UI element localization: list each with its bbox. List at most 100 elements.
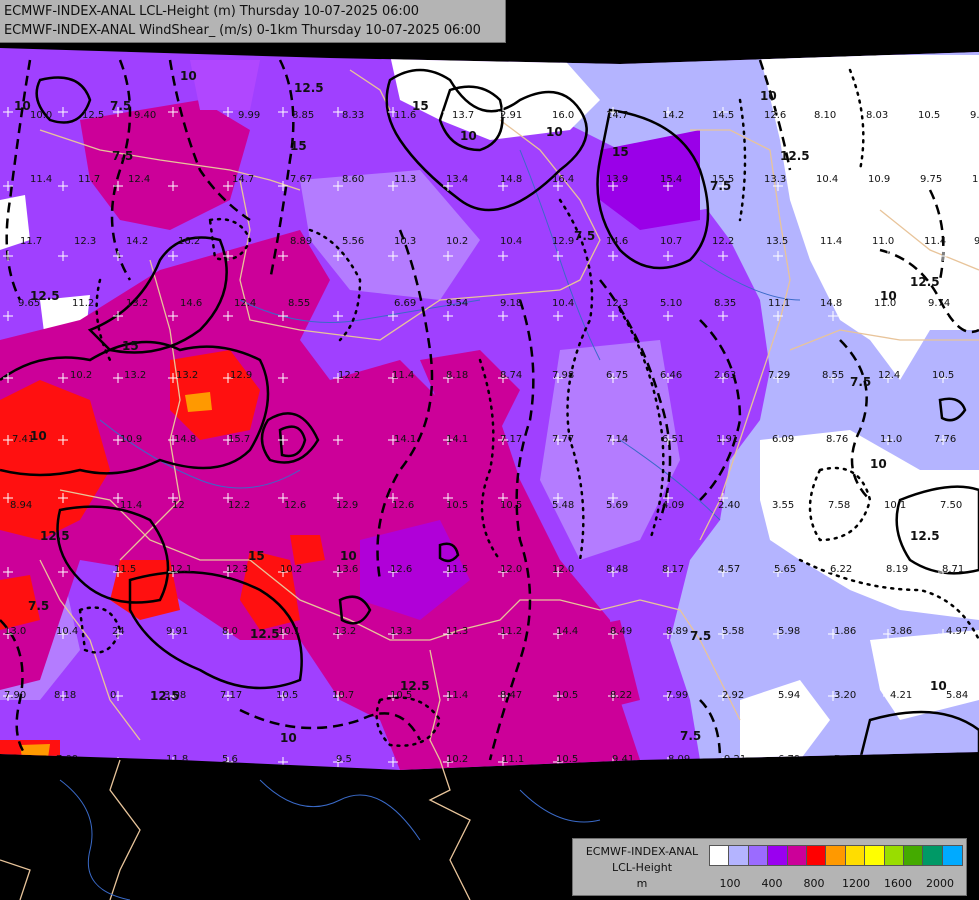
wind-shear-value: 11.3 [446, 626, 468, 637]
wind-shear-value: 14.8 [500, 174, 522, 185]
grid-cross [113, 493, 123, 503]
grid-cross [938, 567, 948, 577]
grid-cross [333, 311, 343, 321]
grid-cross [58, 435, 68, 445]
grid-cross [278, 373, 288, 383]
wind-shear-value: 16.0 [552, 110, 574, 121]
grid-cross [113, 181, 123, 191]
wind-shear-value: 9.99 [238, 110, 260, 121]
wind-shear-value: 12.3 [606, 298, 628, 309]
wind-shear-value: 13.2 [334, 626, 356, 637]
grid-cross [883, 181, 893, 191]
grid-cross [223, 493, 233, 503]
grid-cross [608, 691, 618, 701]
grid-cross [168, 435, 178, 445]
wind-shear-value: 8.03 [866, 110, 888, 121]
wind-shear-value: 14.8 [820, 298, 842, 309]
lcl-height-field: 10.0 12.5 9.40 9.99 8.85 8.33 11.6 13.7 2.91 16.0… [0, 48, 979, 770]
wind-shear-value: 13.3 [764, 174, 786, 185]
contour-label: 10 [870, 457, 887, 471]
grid-cross [608, 435, 618, 445]
wind-shear-value: 12.6 [284, 500, 306, 511]
wind-shear-value: 11.0 [874, 298, 896, 309]
wind-shear-value: 14.7 [606, 110, 628, 121]
grid-cross [773, 629, 783, 639]
wind-shear-value: 12.6 [392, 500, 414, 511]
wind-shear-value: 7.99 [666, 690, 688, 701]
grid-cross [278, 181, 288, 191]
grid-cross [168, 107, 178, 117]
grid-cross [938, 629, 948, 639]
wind-shear-value: 8.19 [886, 564, 908, 575]
wind-shear-value: 8.35 [714, 298, 736, 309]
grid-cross [608, 493, 618, 503]
grid-cross [3, 181, 13, 191]
wind-shear-value: 14.6 [180, 298, 202, 309]
grid-cross [333, 567, 343, 577]
wind-shear-value: 12.9 [336, 500, 358, 511]
grid-cross [938, 311, 948, 321]
wind-shear-value: 7.76 [934, 434, 956, 445]
wind-shear-value: 8.76 [826, 434, 848, 445]
wind-shear-value: 6.51 [662, 434, 684, 445]
contour-label: 7.5 [710, 179, 731, 193]
contour-label: 12.5 [250, 627, 280, 641]
grid-cross [223, 373, 233, 383]
wind-shear-value: 10.9 [868, 174, 890, 185]
wind-shear-value: 10.0 [30, 110, 52, 121]
grid-cross [223, 691, 233, 701]
wind-shear-value: 12.6 [390, 564, 412, 575]
contour-label: 10 [460, 129, 477, 143]
grid-cross [553, 373, 563, 383]
wind-shear-value: 9 [974, 236, 979, 247]
grid-cross [773, 493, 783, 503]
wind-shear-value: 16.2 [178, 236, 200, 247]
wind-shear-value: 0 [110, 690, 116, 701]
grid-cross [498, 567, 508, 577]
wind-shear-value: 12.2 [228, 500, 250, 511]
grid-cross [773, 107, 783, 117]
wind-shear-value: 3.55 [772, 500, 794, 511]
wind-shear-value: 5.58 [722, 626, 744, 637]
grid-cross [3, 251, 13, 261]
grid-cross [498, 373, 508, 383]
grid-cross [938, 691, 948, 701]
grid-cross [388, 567, 398, 577]
grid-cross [498, 691, 508, 701]
grid-cross [498, 311, 508, 321]
contour-label: 10 [546, 125, 563, 139]
country-borders-outside [0, 759, 471, 900]
wind-shear-value: 14.2 [662, 110, 684, 121]
grid-cross [113, 107, 123, 117]
legend-swatch [903, 845, 924, 866]
grid-cross [608, 311, 618, 321]
grid-cross [168, 251, 178, 261]
grid-cross [663, 629, 673, 639]
wind-shear-value: 5.65 [774, 564, 796, 575]
wind-shear-value: 7.90 [4, 690, 26, 701]
grid-cross [278, 567, 288, 577]
wind-shear-value: 10.4 [500, 236, 522, 247]
wind-shear-value: 8.18 [446, 370, 468, 381]
wind-shear-value: 10.2 [446, 754, 468, 765]
grid-cross [388, 311, 398, 321]
moderate-lcl-area [0, 230, 640, 770]
grid-cross [333, 107, 343, 117]
grid-cross [718, 107, 728, 117]
wind-shear-value: 11.7 [20, 236, 42, 247]
wind-shear-value: 1.91 [716, 434, 738, 445]
grid-cross [663, 181, 673, 191]
wind-shear-value: 8.33 [342, 110, 364, 121]
grid-cross [58, 691, 68, 701]
grid-cross [828, 311, 838, 321]
wind-shear-value: 8.49 [610, 626, 632, 637]
wind-shear-value: 16.4 [552, 174, 574, 185]
contour-label: 10 [180, 69, 197, 83]
grid-cross [498, 251, 508, 261]
wind-shear-value: 8.71 [942, 564, 964, 575]
grid-cross [553, 493, 563, 503]
wind-shear-value: 6.46 [660, 370, 682, 381]
grid-cross [168, 567, 178, 577]
wind-shear-value: 13.4 [446, 174, 468, 185]
grid-cross [608, 567, 618, 577]
